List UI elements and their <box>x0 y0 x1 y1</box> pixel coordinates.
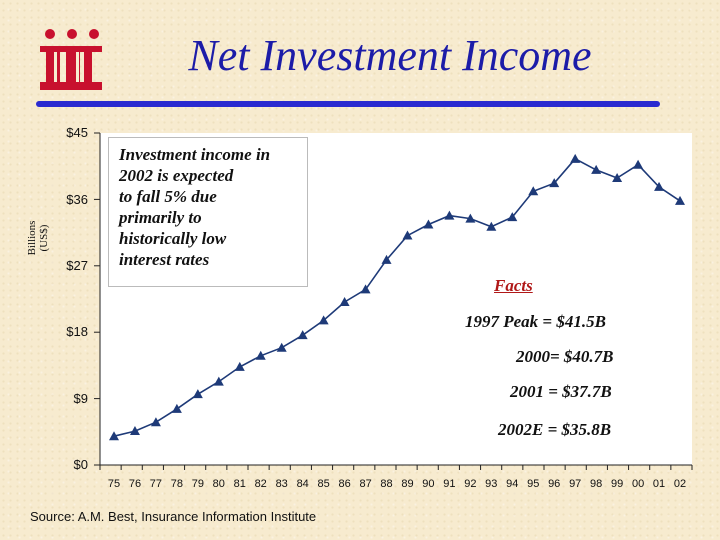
data-point-marker <box>465 213 476 223</box>
data-point-marker <box>612 173 623 183</box>
x-tick-label: 89 <box>401 478 414 490</box>
fact-line: 2002E = $35.8B <box>498 420 612 439</box>
x-tick-label: 93 <box>485 478 498 490</box>
x-tick-label: 92 <box>464 478 477 490</box>
data-point-marker <box>381 254 392 264</box>
x-tick-label: 96 <box>548 478 561 490</box>
iii-logo <box>40 29 102 90</box>
data-point-marker <box>109 431 119 441</box>
x-tick-label: 77 <box>149 478 163 490</box>
title-underline <box>36 101 660 107</box>
x-tick-label: 86 <box>338 478 351 490</box>
data-point-marker <box>171 403 182 413</box>
x-tick-label: 99 <box>610 478 624 490</box>
x-tick-label: 76 <box>128 478 142 490</box>
x-tick-label: 00 <box>631 478 645 490</box>
x-tick-label: 90 <box>422 478 435 490</box>
x-tick-label: 87 <box>359 478 372 490</box>
data-point-marker <box>150 417 161 427</box>
y-tick-label: $45 <box>66 125 88 140</box>
data-point-marker <box>654 181 665 191</box>
y-tick-label: $18 <box>66 324 88 339</box>
facts-title: Facts <box>494 276 533 295</box>
data-point-marker <box>234 361 245 371</box>
data-point-marker <box>633 159 644 169</box>
x-tick-label: 79 <box>191 478 205 490</box>
source-note: Source: A.M. Best, Insurance Information… <box>30 509 317 524</box>
data-point-marker <box>486 221 497 231</box>
y-tick-label: $36 <box>66 192 88 207</box>
data-point-marker <box>255 350 266 360</box>
x-tick-label: 81 <box>233 478 246 490</box>
x-tick-label: 98 <box>589 478 603 490</box>
data-point-marker <box>276 342 287 352</box>
y-tick-label: $9 <box>73 391 88 406</box>
x-tick-label: 91 <box>443 478 456 490</box>
y-tick-label: $0 <box>73 457 88 472</box>
x-tick-label: 83 <box>275 478 288 490</box>
x-tick-label: 02 <box>673 478 687 490</box>
data-point-marker <box>675 195 685 205</box>
x-tick-label: 95 <box>527 478 540 490</box>
x-tick-label: 94 <box>506 478 519 490</box>
data-point-marker <box>423 219 434 229</box>
data-point-marker <box>570 153 581 163</box>
data-point-marker <box>360 284 371 294</box>
data-point-marker <box>528 186 539 196</box>
series-line <box>113 157 681 437</box>
data-point-marker <box>507 212 518 222</box>
fact-line: 1997 Peak = $41.5B <box>465 312 606 331</box>
data-point-marker <box>549 178 560 188</box>
data-point-marker <box>444 210 455 220</box>
x-tick-label: 84 <box>296 478 309 490</box>
callout-box: Investment income in 2002 is expected to… <box>108 137 308 287</box>
x-tick-label: 88 <box>380 478 393 490</box>
data-point-marker <box>339 296 350 306</box>
page-title: Net Investment Income <box>188 31 592 80</box>
x-tick-label: 75 <box>107 478 121 490</box>
data-point-marker <box>192 389 203 399</box>
fact-line: 2000= $40.7B <box>516 347 614 366</box>
fact-line: 2001 = $37.7B <box>510 382 612 401</box>
x-tick-label: 01 <box>652 478 666 490</box>
x-tick-label: 82 <box>254 478 267 490</box>
data-point-marker <box>297 330 308 340</box>
data-point-marker <box>591 164 602 174</box>
data-point-marker <box>402 230 413 240</box>
data-point-marker <box>129 426 140 436</box>
x-tick-label: 80 <box>212 478 225 490</box>
x-tick-label: 97 <box>569 478 582 490</box>
data-point-marker <box>318 315 329 325</box>
x-tick-label: 85 <box>317 478 330 490</box>
data-point-marker <box>213 376 224 386</box>
y-tick-label: $27 <box>66 258 88 273</box>
x-tick-label: 78 <box>170 478 184 490</box>
